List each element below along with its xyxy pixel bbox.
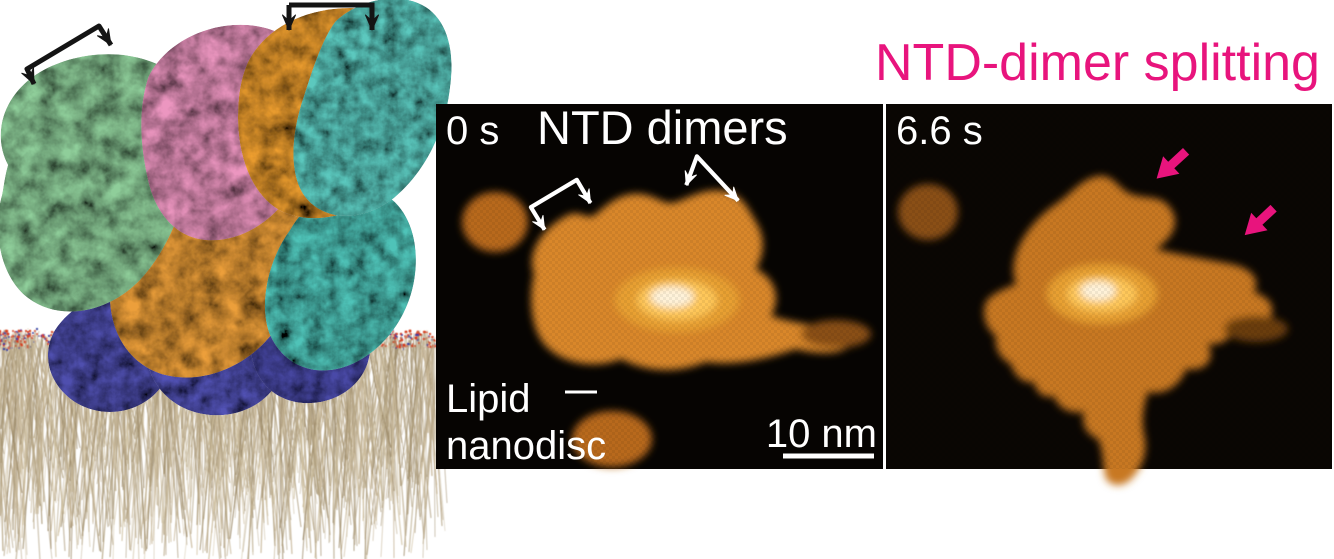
svg-text:10 nm: 10 nm [766, 412, 877, 456]
svg-text:0 s: 0 s [446, 109, 499, 153]
svg-text:6.6 s: 6.6 s [896, 109, 983, 153]
svg-text:NTD-dimer splitting: NTD-dimer splitting [875, 34, 1320, 92]
svg-text:Lipid: Lipid [446, 377, 531, 421]
svg-text:nanodisc: nanodisc [446, 424, 606, 468]
svg-text:NTD dimers: NTD dimers [537, 101, 788, 154]
